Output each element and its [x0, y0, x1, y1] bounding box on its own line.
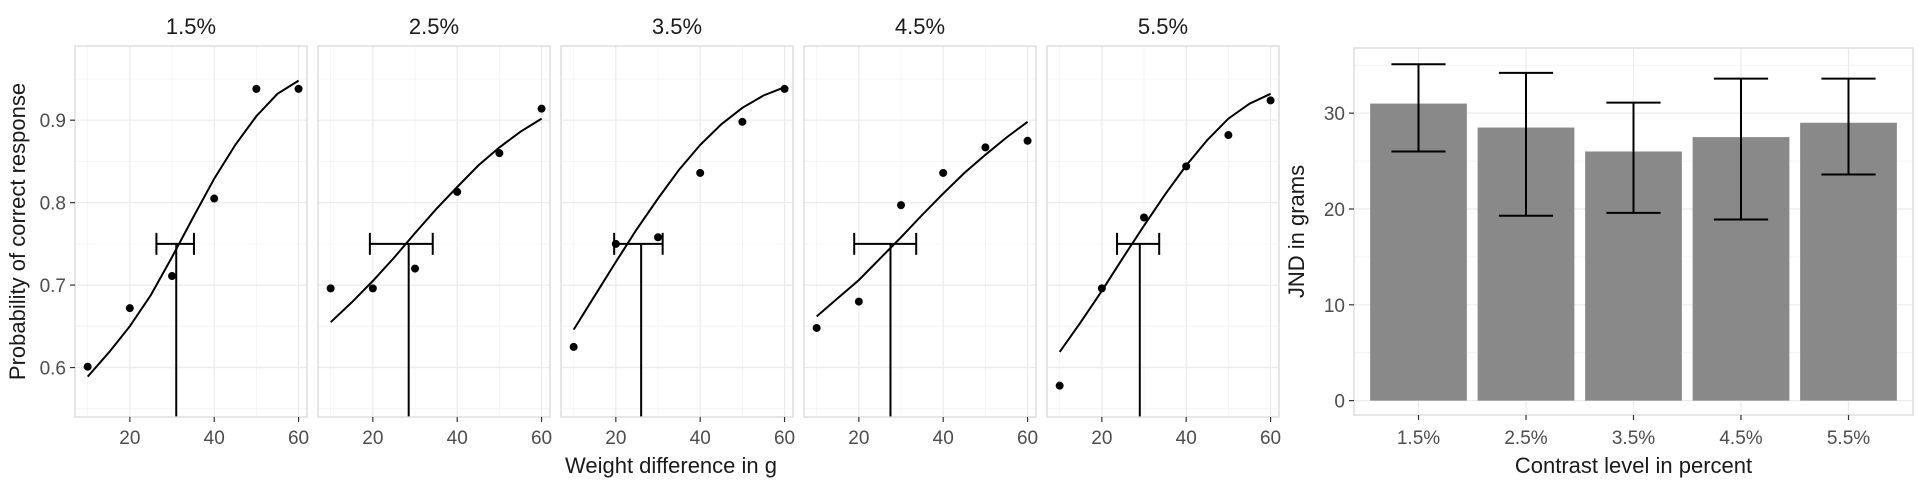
facet-label: 2.5%: [409, 14, 459, 39]
y-tick-label: 0.6: [40, 359, 66, 380]
panel-background: [75, 46, 307, 417]
facet-label: 3.5%: [652, 14, 702, 39]
data-point: [1182, 162, 1191, 171]
data-point: [1023, 136, 1032, 145]
data-point: [854, 297, 863, 306]
y-tick-label: 0.8: [40, 194, 66, 215]
data-point: [1266, 96, 1275, 105]
facet-panel-5: 5.5% 20 40 60: [1046, 14, 1281, 449]
x-tick-label: 60: [288, 428, 309, 449]
panel-border: [1046, 45, 1280, 418]
x-tick-label: 40: [690, 428, 711, 449]
data-point: [537, 104, 546, 113]
data-point: [326, 284, 335, 293]
x-tick-label: 40: [204, 428, 225, 449]
y-tick-label: 0.7: [40, 276, 66, 297]
facet-label: 4.5%: [895, 14, 945, 39]
facet-panel-1: 1.5% 20 40 60: [74, 14, 309, 449]
panel-border: [560, 45, 794, 418]
data-point: [125, 304, 134, 313]
data-point: [569, 342, 578, 351]
x-tick-label: 20: [362, 428, 383, 449]
fit-curve: [1058, 92, 1272, 353]
panel-border: [803, 45, 1037, 418]
data-point: [696, 168, 705, 177]
y-tick-label: 20: [1324, 200, 1345, 221]
fit-curve: [330, 117, 543, 323]
x-tick-label: 40: [933, 428, 954, 449]
x-axis-title: Weight difference in g: [565, 453, 777, 478]
x-tick-label: 1.5%: [1397, 428, 1440, 449]
x-tick-label: 40: [447, 428, 468, 449]
y-tick-label: 0: [1334, 392, 1345, 413]
fit-curve: [86, 79, 300, 378]
panel-background: [318, 46, 550, 417]
data-point: [611, 239, 620, 248]
data-point: [1140, 213, 1149, 222]
x-tick-label: 4.5%: [1719, 428, 1762, 449]
x-tick-label: 40: [1176, 428, 1197, 449]
data-point: [453, 187, 462, 196]
facet-panel-2: 2.5% 20 40 60: [317, 14, 552, 449]
x-tick-label: 60: [1260, 428, 1281, 449]
data-point: [495, 149, 504, 158]
panel-background: [804, 46, 1036, 417]
panel-background: [561, 46, 793, 417]
data-point: [738, 117, 747, 126]
data-point: [411, 264, 420, 273]
fit-curve: [572, 86, 785, 331]
y-tick-label: 30: [1324, 104, 1345, 125]
data-point: [981, 143, 990, 152]
facet-panel-4: 4.5% 20 40 60: [803, 14, 1038, 449]
x-tick-label: 60: [774, 428, 795, 449]
data-point: [1097, 284, 1106, 293]
x-tick-label: 5.5%: [1827, 428, 1870, 449]
x-tick-label: 20: [605, 428, 626, 449]
data-point: [654, 233, 663, 242]
x-tick-label: 20: [119, 428, 140, 449]
x-tick-label: 20: [848, 428, 869, 449]
y-axis-title: JND in grams: [1284, 165, 1309, 298]
y-tick-label: 0.9: [40, 111, 66, 132]
jnd-bar-chart: 0 10 20 30 1.5% 2.5% 3.5% 4.5% 5.5% Contrast leve…: [1284, 47, 1914, 478]
x-tick-label: 60: [531, 428, 552, 449]
data-point: [83, 362, 92, 371]
data-point: [780, 84, 789, 93]
bar: [1370, 103, 1467, 401]
data-point: [939, 168, 948, 177]
facet-label: 1.5%: [166, 14, 216, 39]
x-tick-label: 3.5%: [1612, 428, 1655, 449]
panel-border: [317, 45, 551, 418]
x-axis-title: Contrast level in percent: [1515, 453, 1752, 478]
data-point: [368, 284, 377, 293]
data-point: [252, 84, 261, 93]
panel-background: [1047, 46, 1279, 417]
data-point: [897, 201, 906, 210]
panel-border: [74, 45, 308, 418]
y-tick-label: 10: [1324, 296, 1345, 317]
facet-panel-3: 3.5% 20 40 60: [560, 14, 795, 449]
x-tick-label: 2.5%: [1504, 428, 1547, 449]
data-point: [168, 272, 177, 281]
data-point: [1055, 381, 1064, 390]
y-axis-title: Probability of correct response: [5, 83, 30, 380]
data-point: [812, 323, 821, 332]
x-tick-label: 20: [1091, 428, 1112, 449]
facet-label: 5.5%: [1138, 14, 1188, 39]
data-point: [294, 84, 303, 93]
fit-curve: [816, 120, 1029, 318]
data-point: [1224, 131, 1233, 140]
x-tick-label: 60: [1017, 428, 1038, 449]
data-point: [210, 194, 219, 203]
